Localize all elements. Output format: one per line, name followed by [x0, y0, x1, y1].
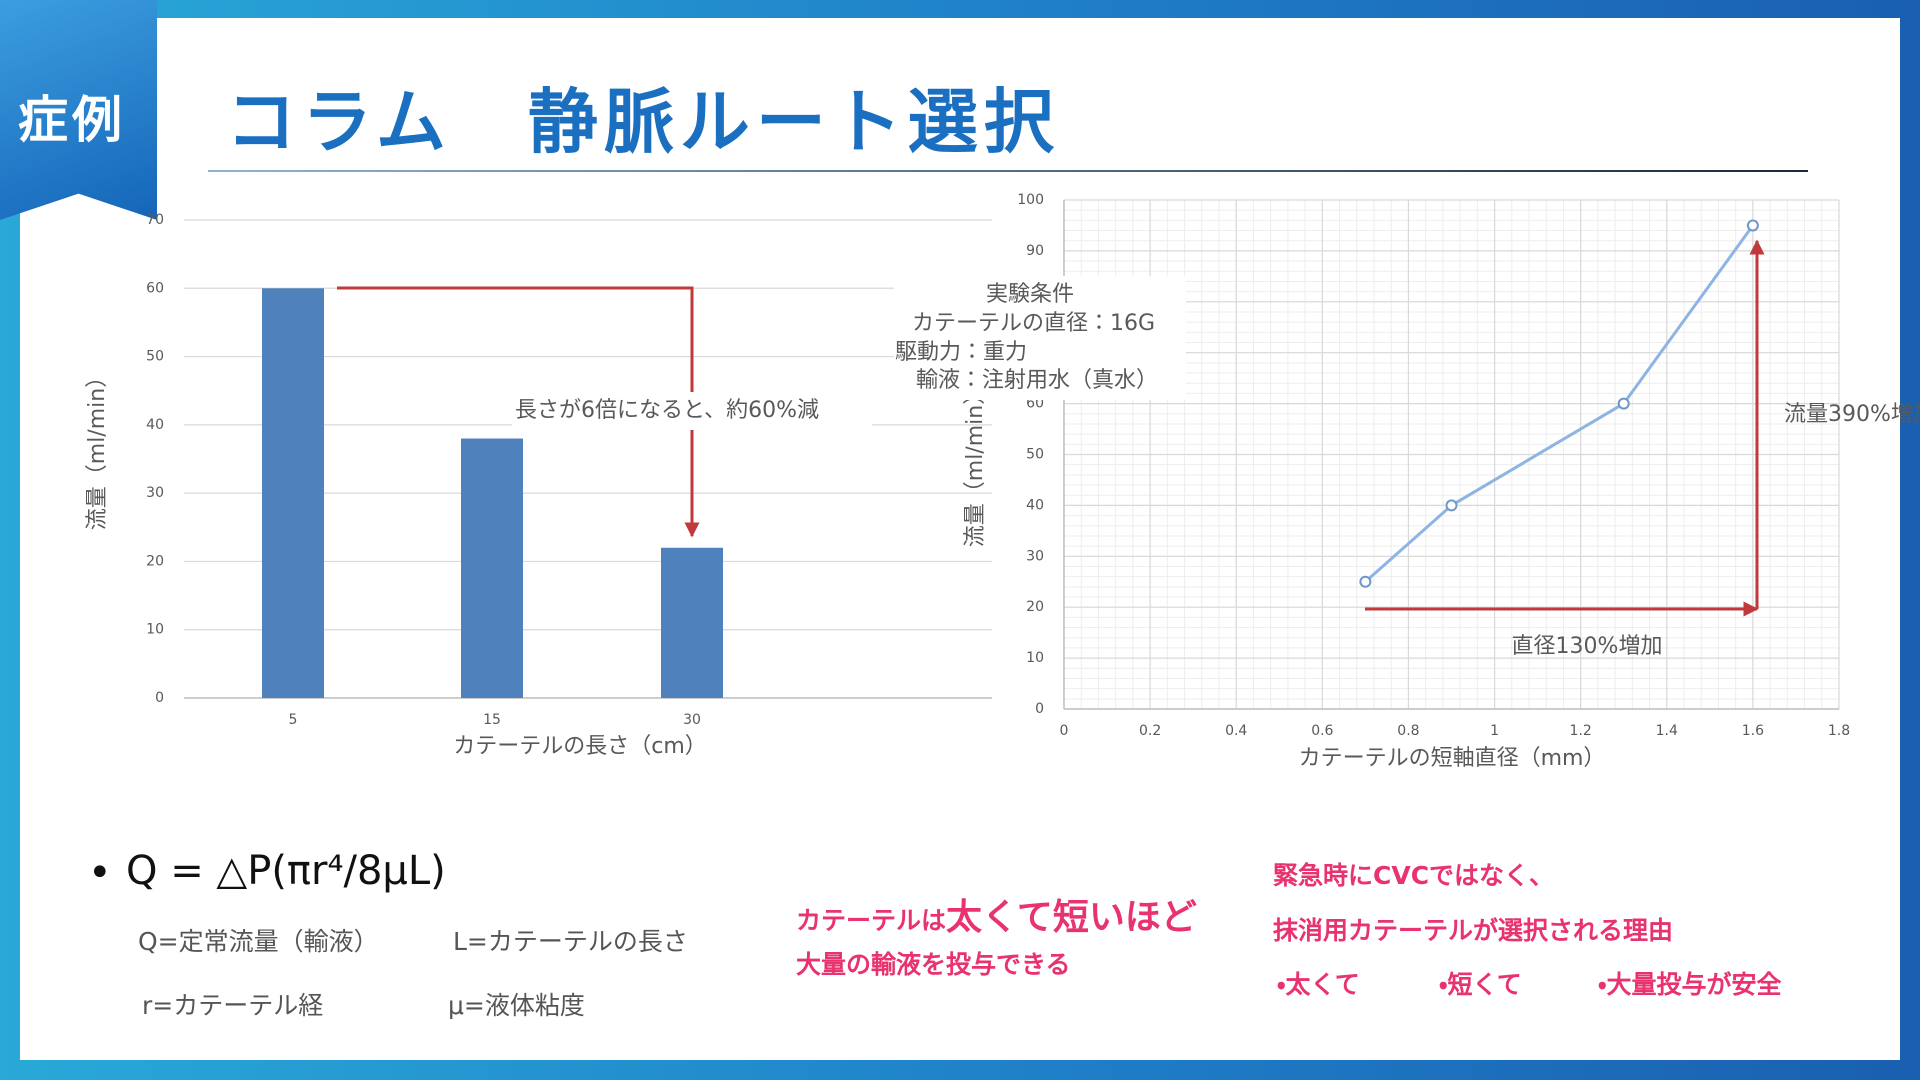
x-tick-label: 0.2 [1139, 723, 1161, 739]
y-tick-label: 10 [146, 622, 164, 638]
x-tick-label: 1.6 [1742, 723, 1764, 739]
annotation-bg [512, 392, 872, 430]
reason-item: ・大量投与が安全 [1598, 970, 1782, 999]
y-tick-label: 20 [1026, 599, 1044, 615]
bar [262, 288, 324, 698]
definition: μ=液体粘度 [448, 991, 585, 1020]
x-tick-label: 30 [683, 712, 701, 728]
conditions-line: 輸液：注射用水（真水） [916, 368, 1158, 393]
x-tick-label: 0.8 [1397, 723, 1419, 739]
y-tick-label: 40 [146, 417, 164, 433]
x-tick-label: 1.2 [1570, 723, 1592, 739]
section-tag-text: 症例 [18, 91, 126, 149]
data-point [1617, 397, 1630, 410]
conditions-line: カテーテルの直径：16G [912, 311, 1155, 336]
y-tick-label: 0 [1035, 701, 1044, 717]
x-tick-label: 15 [483, 712, 501, 728]
y-tick-label: 20 [146, 553, 164, 569]
y-tick-label: 0 [155, 690, 164, 706]
title-rule [208, 170, 1808, 172]
message-line: 大量の輸液を投与できる [796, 950, 1071, 979]
annotation: 長さが6倍になると、約60%減 [515, 398, 819, 423]
annotation: 直径130%増加 [1512, 634, 1663, 659]
bar [461, 438, 523, 698]
x-tick-label: 1.4 [1656, 723, 1678, 739]
data-point [1359, 575, 1372, 588]
conditions-title: 実験条件 [986, 282, 1074, 307]
slide-title: コラム 静脈ルート選択 [226, 81, 1060, 163]
message-emphasis: 太くて短いほど [946, 897, 1197, 938]
x-axis-label: カテーテルの長さ（cm） [453, 734, 707, 759]
panel [20, 18, 1900, 1060]
x-tick-label: 5 [289, 712, 298, 728]
reason-item: ・太くて [1277, 970, 1360, 999]
x-axis-label: カテーテルの短軸直径（mm） [1299, 746, 1606, 771]
y-tick-label: 40 [1026, 497, 1044, 513]
message-text: カテーテルは [796, 906, 947, 935]
y-tick-label: 60 [146, 280, 164, 296]
y-axis-label: 流量（ml/min） [85, 366, 110, 530]
definition: Q=定常流量（輸液） [138, 927, 379, 956]
section-tag: 症例 [0, 0, 157, 220]
y-tick-label: 100 [1017, 192, 1044, 208]
x-tick-label: 0 [1060, 723, 1069, 739]
y-tick-label: 50 [1026, 447, 1044, 463]
y-tick-label: 90 [1026, 243, 1044, 259]
x-tick-label: 1.8 [1828, 723, 1850, 739]
y-tick-label: 10 [1026, 650, 1044, 666]
conditions-line: 駆動力：重力 [895, 340, 1027, 365]
y-axis-label: 流量（ml/min） [963, 383, 988, 547]
y-tick-label: 30 [1026, 548, 1044, 564]
y-tick-label: 50 [146, 349, 164, 365]
conditions-box [894, 276, 1186, 400]
data-point [1746, 219, 1759, 232]
x-tick-label: 0.6 [1311, 723, 1333, 739]
reason-item: ・短くて [1439, 970, 1522, 999]
y-tick-label: 30 [146, 485, 164, 501]
formula: Q = △P(πr⁴/8μL) [126, 848, 446, 894]
x-tick-label: 0.4 [1225, 723, 1247, 739]
bullet: • [88, 850, 112, 896]
definition: r=カテーテル経 [142, 991, 324, 1020]
y-tick-label: 70 [146, 212, 164, 228]
x-tick-label: 1 [1490, 723, 1499, 739]
message-line: カテーテルは太くて短いほど [796, 888, 1197, 940]
reason-line: 抹消用カテーテルが選択される理由 [1273, 916, 1674, 945]
data-point [1445, 499, 1458, 512]
annotation-arrow [337, 286, 700, 538]
bar [661, 547, 723, 698]
annotation: 流量390%増加 [1784, 402, 1920, 427]
series-line [1364, 224, 1755, 583]
definition: L=カテーテルの長さ [453, 927, 688, 956]
reason-line: 緊急時にCVCではなく、 [1273, 861, 1555, 890]
